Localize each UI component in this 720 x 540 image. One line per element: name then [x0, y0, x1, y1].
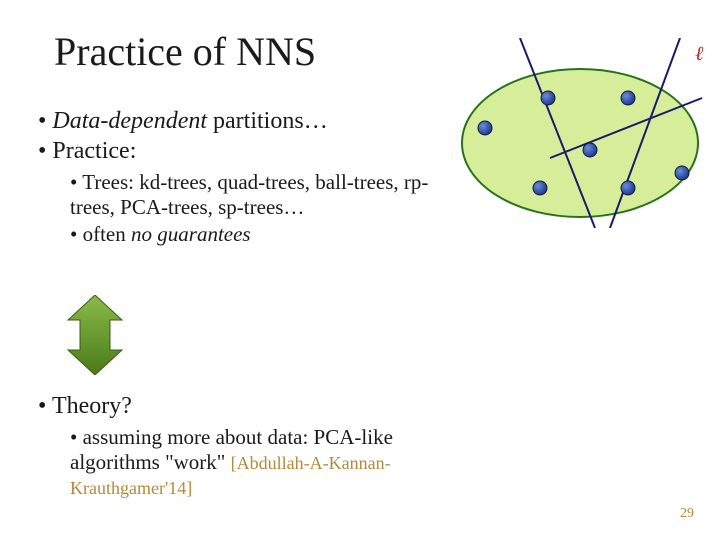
slide-title: Practice of NNS: [54, 28, 316, 75]
bullet-practice: • Practice:: [38, 138, 136, 165]
bullet-theory: • Theory?: [38, 393, 132, 420]
bullet-guarantees-italic: no guarantees: [131, 222, 251, 246]
bullet-guarantees: • often no guarantees: [70, 222, 251, 247]
double-arrow-icon: [60, 295, 130, 375]
page-number: 29: [680, 506, 694, 522]
partition-diagram: ℓ: [440, 38, 710, 228]
bullet-trees: • Trees: kd-trees, quad-trees, ball-tree…: [70, 170, 470, 220]
bullet-suffix: partitions…: [207, 108, 328, 134]
bullet-trees-text: Trees: kd-trees, quad-trees, ball-trees,…: [70, 170, 428, 219]
bullet-theory-text: Theory?: [52, 393, 132, 419]
ell-label: ℓ: [695, 43, 704, 65]
bullet-practice-text: Practice:: [52, 138, 136, 164]
bullet-theory-sub: • assuming more about data: PCA-like alg…: [70, 425, 480, 501]
bullet-guarantees-prefix: often: [83, 222, 131, 246]
bullet-data-dependent: • Data-dependent partitions…: [38, 108, 328, 135]
bullet-italic-text: Data-dependent: [52, 108, 207, 134]
